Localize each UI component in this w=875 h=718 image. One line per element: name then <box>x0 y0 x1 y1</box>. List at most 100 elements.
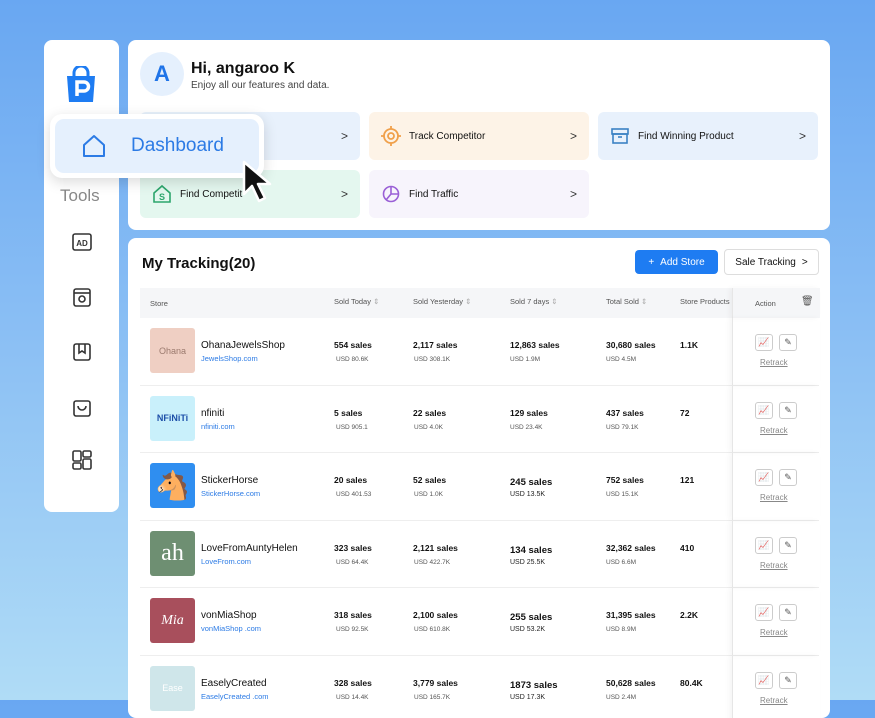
chevron-right-icon: > <box>341 129 348 143</box>
col-sold-today[interactable]: Sold Today ⇕ <box>334 297 379 306</box>
trash-icon[interactable]: 🗑 <box>801 296 814 307</box>
sold-7-days: 129 sales <box>510 408 548 418</box>
total-sold: 50,628 sales <box>606 678 656 688</box>
sold-today: 328 sales <box>334 678 372 688</box>
chart-icon[interactable]: 📈 <box>755 604 773 621</box>
bookmark-icon[interactable] <box>71 341 93 363</box>
total-sold-usd: USD 6.6M <box>606 559 636 566</box>
total-sold: 752 sales <box>606 475 644 485</box>
store-name[interactable]: EaselyCreated <box>201 678 267 689</box>
chart-icon[interactable]: 📈 <box>755 537 773 554</box>
total-sold: 32,362 sales <box>606 543 656 553</box>
add-store-button[interactable]: +Add Store <box>635 250 718 274</box>
sold-yesterday: 3,779 sales <box>413 678 458 688</box>
total-sold: 31,395 sales <box>606 610 656 620</box>
total-sold-usd: USD 4.5M <box>606 356 636 363</box>
layout-icon[interactable] <box>71 449 93 471</box>
col-action: Action <box>755 299 776 308</box>
store-thumbnail: ah <box>150 531 195 576</box>
retrack-link[interactable]: Retrack <box>760 358 788 367</box>
retrack-link[interactable]: Retrack <box>760 493 788 502</box>
edit-icon[interactable]: ✎ <box>779 402 797 419</box>
store-url[interactable]: JewelsShop.com <box>201 354 258 363</box>
store-products: 2.2K <box>680 610 698 620</box>
total-sold-usd: USD 8.9M <box>606 626 636 633</box>
table-row: Ohana OhanaJewelsShop JewelsShop.com 554… <box>140 318 819 386</box>
ad-icon[interactable]: AD <box>71 231 93 253</box>
svg-text:AD: AD <box>76 239 88 248</box>
col-total-sold[interactable]: Total Sold ⇕ <box>606 297 647 306</box>
store-name[interactable]: StickerHorse <box>201 475 258 486</box>
inbox-icon[interactable] <box>71 397 93 419</box>
tools-label: Tools <box>60 186 100 206</box>
sold-7-days-usd: USD 1.9M <box>510 356 540 363</box>
sold-today-usd: USD 14.4K <box>336 694 369 701</box>
store-name[interactable]: vonMiaShop <box>201 610 257 621</box>
sold-7-days: 245 sales <box>510 477 552 488</box>
total-sold-usd: USD 79.1K <box>606 424 639 431</box>
retrack-link[interactable]: Retrack <box>760 628 788 637</box>
store-url[interactable]: nfiniti.com <box>201 422 235 431</box>
chart-icon[interactable]: 📈 <box>755 672 773 689</box>
card-track-competitor[interactable]: Track Competitor> <box>369 112 589 160</box>
sold-today: 20 sales <box>334 475 367 485</box>
store-url[interactable]: vonMiaShop .com <box>201 624 261 633</box>
sold-7-days-usd: USD 25.5K <box>510 559 545 566</box>
target-icon <box>381 126 401 146</box>
sold-yesterday: 2,117 sales <box>413 340 457 350</box>
sale-tracking-button[interactable]: Sale Tracking> <box>724 249 819 275</box>
sold-today: 5 sales <box>334 408 362 418</box>
sold-7-days: 255 sales <box>510 612 552 623</box>
col-sold-7-days[interactable]: Sold 7 days ⇕ <box>510 297 558 306</box>
edit-icon[interactable]: ✎ <box>779 469 797 486</box>
edit-icon[interactable]: ✎ <box>779 604 797 621</box>
sold-today-usd: USD 401.53 <box>336 491 371 498</box>
store-url[interactable]: EaselyCreated .com <box>201 692 269 701</box>
dashboard-nav-popup[interactable]: Dashboard <box>50 114 264 178</box>
store-name[interactable]: LoveFromAuntyHelen <box>201 543 298 554</box>
sold-today-usd: USD 92.5K <box>336 626 369 633</box>
sold-today-usd: USD 80.6K <box>336 356 369 363</box>
card-find-traffic[interactable]: Find Traffic> <box>369 170 589 218</box>
store-url[interactable]: LoveFrom.com <box>201 557 251 566</box>
store-name[interactable]: nfiniti <box>201 408 224 419</box>
retrack-link[interactable]: Retrack <box>760 561 788 570</box>
sold-7-days: 1873 sales <box>510 680 558 691</box>
store-name[interactable]: OhanaJewelsShop <box>201 340 285 351</box>
sold-yesterday-usd: USD 4.0K <box>414 424 443 431</box>
retrack-link[interactable]: Retrack <box>760 696 788 705</box>
chart-icon[interactable]: 📈 <box>755 469 773 486</box>
store-url[interactable]: StickerHorse.com <box>201 489 260 498</box>
sold-yesterday-usd: USD 165.7K <box>414 694 450 701</box>
sort-icon: ⇕ <box>465 297 471 306</box>
chart-icon[interactable]: 📈 <box>755 334 773 351</box>
chart-icon[interactable]: 📈 <box>755 402 773 419</box>
store-products: 410 <box>680 543 694 553</box>
chevron-right-icon: > <box>570 129 577 143</box>
table-row: Mia vonMiaShop vonMiaShop .com 318 sales… <box>140 588 819 656</box>
retrack-link[interactable]: Retrack <box>760 426 788 435</box>
edit-icon[interactable]: ✎ <box>779 334 797 351</box>
tracking-table: Store Sold Today ⇕ Sold Yesterday ⇕ Sold… <box>140 288 819 718</box>
store-thumbnail: NFiNiTi <box>150 396 195 441</box>
table-row: Ease EaselyCreated EaselyCreated .com 32… <box>140 656 819 718</box>
sold-yesterday-usd: USD 422.7K <box>414 559 450 566</box>
col-sold-yesterday[interactable]: Sold Yesterday ⇕ <box>413 297 471 306</box>
sold-today-usd: USD 64.4K <box>336 559 369 566</box>
tracking-panel: My Tracking(20) +Add Store Sale Tracking… <box>128 238 830 718</box>
store-products: 121 <box>680 475 694 485</box>
search-store-icon[interactable] <box>71 286 93 308</box>
sold-7-days-usd: USD 13.5K <box>510 491 545 498</box>
card-find-winning-product[interactable]: Find Winning Product> <box>598 112 818 160</box>
store-products: 80.4K <box>680 678 703 688</box>
edit-icon[interactable]: ✎ <box>779 537 797 554</box>
sold-today: 323 sales <box>334 543 372 553</box>
total-sold: 437 sales <box>606 408 644 418</box>
svg-text:S: S <box>159 192 165 202</box>
table-row: 🐴 StickerHorse StickerHorse.com 20 sales… <box>140 453 819 521</box>
sold-yesterday: 2,121 sales <box>413 543 458 553</box>
sort-icon: ⇕ <box>641 297 647 306</box>
sold-yesterday: 2,100 sales <box>413 610 458 620</box>
edit-icon[interactable]: ✎ <box>779 672 797 689</box>
store-thumbnail: Ease <box>150 666 195 711</box>
